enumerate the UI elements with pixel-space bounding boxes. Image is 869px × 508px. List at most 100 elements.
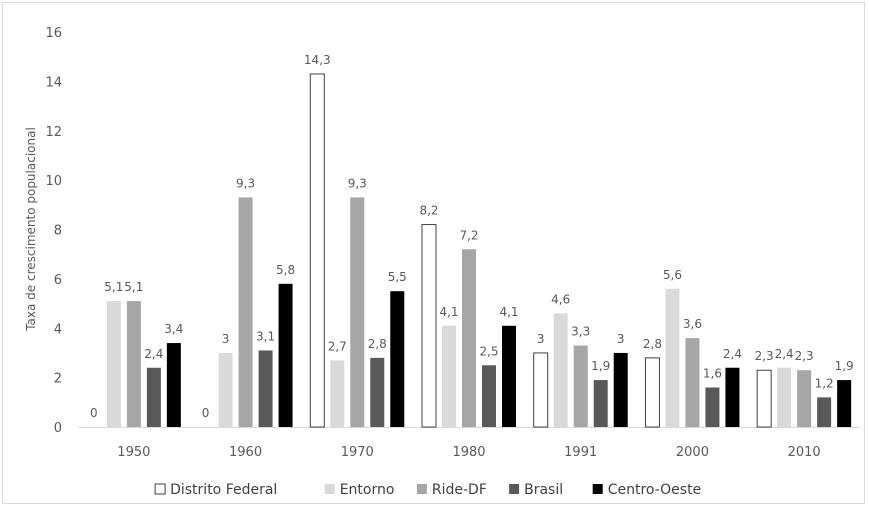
legend-swatch <box>416 484 427 494</box>
bar <box>613 352 628 427</box>
bar <box>421 224 437 428</box>
bar <box>777 367 792 427</box>
bar <box>817 397 832 427</box>
data-label: 9,3 <box>348 176 367 190</box>
y-tick-label: 4 <box>54 322 62 337</box>
data-label: 4,1 <box>499 305 518 319</box>
bar <box>278 283 293 427</box>
data-label: 8,2 <box>419 204 438 218</box>
y-tick-label: 12 <box>45 125 62 140</box>
data-label: 5,1 <box>124 280 143 294</box>
legend-label: Brasil <box>524 482 563 498</box>
legend-swatch <box>592 484 603 494</box>
legend-label: Ride-DF <box>432 482 487 498</box>
axes: 0 2 4 6 8 10 12 14 16 1950 1960 1970 1980 1991 2000 201… <box>45 26 860 460</box>
x-tick-label: 1960 <box>229 445 262 460</box>
data-label: 4,1 <box>439 305 458 319</box>
legend-label: Distrito Federal <box>170 482 277 498</box>
y-tick-label: 16 <box>45 26 62 41</box>
x-tick-label: 2000 <box>676 445 709 460</box>
bar <box>258 350 273 427</box>
data-label: 2,3 <box>755 349 774 363</box>
y-tick-label: 10 <box>45 174 62 189</box>
legend-swatch <box>154 483 166 495</box>
bar <box>106 301 121 427</box>
bar <box>218 352 233 427</box>
data-label: 2,3 <box>795 349 814 363</box>
bar <box>309 73 325 428</box>
bar <box>442 325 456 427</box>
data-label: 3 <box>222 332 230 346</box>
x-tick-label: 1991 <box>564 445 597 460</box>
data-label: 1,2 <box>815 376 834 390</box>
bar <box>756 369 772 428</box>
x-tick-label: 1970 <box>341 445 374 460</box>
x-tick-label: 1950 <box>117 445 150 460</box>
bar <box>238 197 253 427</box>
bar <box>370 357 385 427</box>
data-label: 5,6 <box>663 268 682 282</box>
bars <box>106 73 852 428</box>
data-label: 4,6 <box>551 292 570 306</box>
data-label: 3,6 <box>683 317 702 331</box>
data-label: 2,8 <box>643 337 662 351</box>
bar <box>705 387 720 427</box>
bar <box>533 352 549 428</box>
bar <box>665 288 680 427</box>
bar <box>644 357 660 428</box>
y-tick-label: 8 <box>54 224 62 239</box>
bar <box>573 345 588 427</box>
data-label: 2,4 <box>144 347 163 361</box>
bar <box>837 380 852 427</box>
bar <box>797 370 812 427</box>
legend-label: Centro-Oeste <box>608 482 702 498</box>
y-tick-label: 0 <box>54 421 62 436</box>
bar <box>502 325 516 427</box>
data-label: 0 <box>202 406 210 420</box>
legend-swatch <box>509 484 520 494</box>
data-label: 2,8 <box>368 337 387 351</box>
data-label: 3 <box>617 332 625 346</box>
data-label: 0 <box>90 406 98 420</box>
bar <box>350 197 365 427</box>
data-label: 1,6 <box>703 367 722 381</box>
data-label: 5,5 <box>388 270 407 284</box>
data-label: 2,4 <box>775 347 794 361</box>
legend-swatch <box>324 484 335 494</box>
data-label: 2,7 <box>328 339 347 353</box>
bar <box>146 367 161 427</box>
bar <box>126 301 141 427</box>
data-label: 2,4 <box>723 347 742 361</box>
legend-label: Entorno <box>340 482 395 498</box>
y-tick-label: 6 <box>54 273 62 288</box>
data-label: 5,8 <box>276 263 295 277</box>
bar <box>390 291 405 427</box>
bar <box>482 365 496 427</box>
data-label: 3 <box>537 332 545 346</box>
data-label: 1,9 <box>835 359 854 373</box>
bar <box>553 313 568 427</box>
data-labels: 05,1 5,12,43,4039,33,15,814,32,79,32,85,5… <box>90 53 854 420</box>
bar <box>593 380 608 427</box>
data-label: 7,2 <box>459 228 478 242</box>
data-label: 9,3 <box>236 176 255 190</box>
data-label: 5,1 <box>104 280 123 294</box>
bar <box>685 338 700 427</box>
data-label: 3,3 <box>571 325 590 339</box>
bar <box>166 343 181 427</box>
legend: Distrito Federal Entorno Ride-DF Brasil Cent… <box>154 482 702 498</box>
data-label: 2,5 <box>479 344 498 358</box>
data-label: 3,1 <box>256 329 275 343</box>
y-axis-title: Taxa de crescimento populacional <box>24 127 38 332</box>
data-label: 3,4 <box>164 322 183 336</box>
x-tick-label: 2010 <box>788 445 821 460</box>
y-tick-label: 14 <box>45 75 62 90</box>
bar <box>330 360 345 427</box>
data-label: 1,9 <box>591 359 610 373</box>
y-tick-label: 2 <box>54 372 62 387</box>
bar <box>462 249 476 427</box>
data-label: 14,3 <box>304 53 331 67</box>
bar <box>725 367 740 427</box>
